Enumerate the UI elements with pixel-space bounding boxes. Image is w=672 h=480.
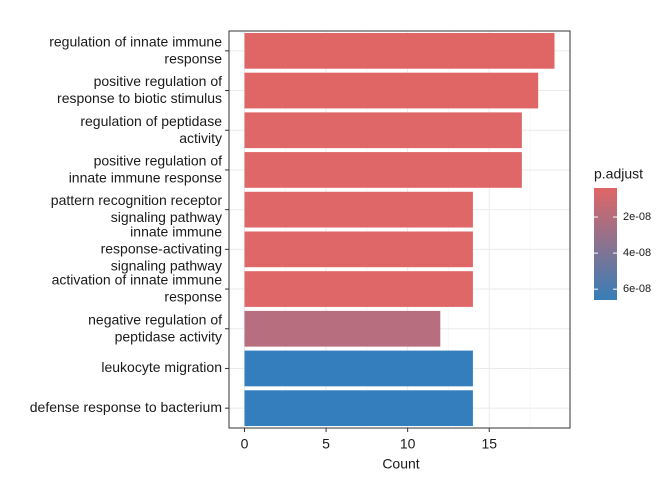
- bar: [244, 191, 473, 228]
- bar: [244, 32, 555, 69]
- bar: [244, 112, 522, 149]
- y-tick-label: innate immune response-activating signalin…: [101, 223, 223, 273]
- colorbar: [594, 188, 617, 300]
- bar: [244, 72, 539, 109]
- y-tick-label: activation of innate immune response: [52, 271, 223, 304]
- colorbar-label: 6e-08: [623, 283, 651, 295]
- y-tick-label: defense response to bacterium: [30, 399, 222, 415]
- x-tick-label: 10: [400, 436, 416, 452]
- x-tick-label: 5: [322, 436, 330, 452]
- y-tick-label: regulation of peptidase activity: [80, 112, 222, 145]
- bar: [244, 390, 473, 427]
- bar: [244, 310, 441, 347]
- x-tick-label: 15: [481, 436, 497, 452]
- x-tick-label: 0: [241, 436, 249, 452]
- y-tick-label: pattern recognition receptor signaling pa…: [51, 192, 223, 225]
- colorbar-label: 2e-08: [623, 211, 651, 223]
- y-tick-label: positive regulation of response to biotic…: [57, 73, 222, 106]
- y-tick-label: regulation of innate immune response: [49, 33, 222, 66]
- bar: [244, 152, 522, 188]
- legend-title: p.adjust: [594, 166, 643, 182]
- bar: [244, 350, 473, 387]
- bar: [244, 271, 473, 307]
- y-tick-label: leukocyte migration: [101, 359, 222, 375]
- x-axis-label: Count: [382, 456, 419, 472]
- bar: [244, 231, 473, 268]
- y-tick-label: positive regulation of innate immune resp…: [69, 152, 223, 185]
- panel-border: [228, 30, 571, 429]
- y-tick-label: negative regulation of peptidase activity: [88, 311, 222, 344]
- colorbar-label: 4e-08: [623, 247, 651, 259]
